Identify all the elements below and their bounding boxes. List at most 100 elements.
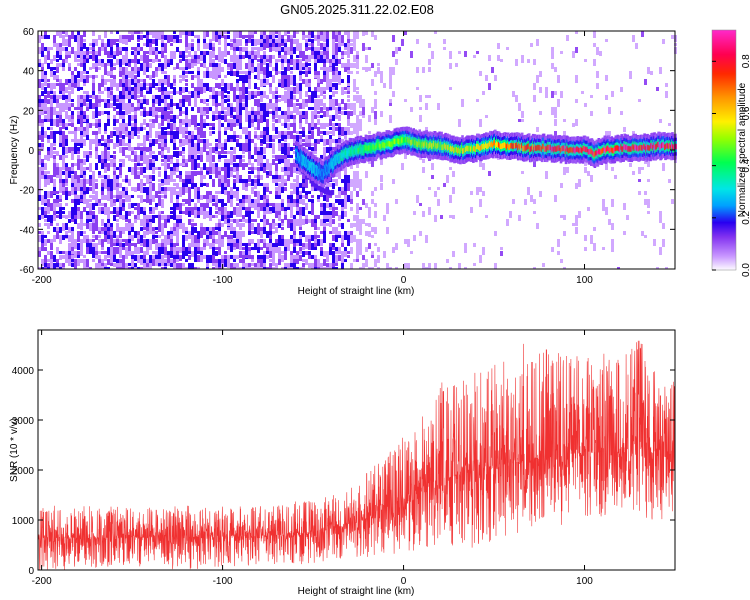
noise-cell bbox=[341, 259, 344, 265]
noise-cell bbox=[158, 139, 161, 142]
noise-cell bbox=[125, 63, 128, 66]
noise-cell bbox=[236, 39, 239, 43]
noise-cell bbox=[335, 35, 338, 42]
noise-cell bbox=[326, 59, 329, 63]
noise-cell bbox=[176, 215, 179, 221]
noise-cell bbox=[272, 67, 275, 71]
noise-cell bbox=[140, 195, 143, 200]
noise-cell bbox=[101, 39, 104, 45]
noise-cell bbox=[182, 95, 185, 102]
noise-cell bbox=[290, 215, 293, 218]
noise-cell bbox=[281, 267, 284, 269]
noise-cell bbox=[188, 267, 191, 269]
noise-cell bbox=[83, 43, 86, 49]
noise-cell bbox=[128, 63, 131, 67]
noise-cell bbox=[65, 167, 68, 171]
noise-cell bbox=[110, 211, 113, 214]
noise-cell bbox=[404, 239, 407, 244]
noise-cell bbox=[242, 255, 245, 261]
noise-cell bbox=[152, 251, 155, 254]
noise-cell bbox=[281, 235, 284, 241]
noise-cell bbox=[215, 147, 218, 151]
noise-cell bbox=[104, 31, 107, 38]
noise-cell bbox=[65, 171, 68, 179]
noise-cell bbox=[203, 163, 206, 170]
noise-cell bbox=[92, 91, 95, 96]
noise-cell bbox=[173, 179, 176, 182]
noise-cell bbox=[95, 143, 98, 150]
noise-cell bbox=[125, 251, 128, 257]
noise-cell bbox=[326, 211, 329, 217]
noise-cell bbox=[317, 111, 320, 114]
noise-cell bbox=[314, 139, 317, 143]
noise-cell bbox=[212, 247, 215, 255]
noise-cell bbox=[272, 55, 275, 59]
noise-cell bbox=[332, 207, 335, 212]
noise-cell bbox=[263, 39, 266, 43]
noise-cell bbox=[167, 187, 170, 191]
noise-cell bbox=[326, 67, 329, 72]
noise-cell bbox=[44, 163, 47, 168]
noise-cell bbox=[296, 91, 299, 94]
noise-cell bbox=[65, 223, 68, 230]
noise-cell bbox=[44, 235, 47, 238]
noise-cell bbox=[200, 155, 203, 162]
noise-cell bbox=[239, 31, 242, 38]
noise-cell bbox=[260, 175, 263, 180]
noise-cell bbox=[299, 251, 302, 254]
noise-cell bbox=[239, 107, 242, 115]
noise-cell bbox=[77, 235, 80, 242]
noise-cell bbox=[212, 63, 215, 67]
noise-cell bbox=[260, 79, 263, 85]
noise-cell bbox=[233, 151, 236, 154]
noise-cell bbox=[164, 195, 167, 198]
noise-cell bbox=[122, 139, 125, 144]
noise-cell bbox=[218, 175, 221, 182]
noise-cell bbox=[257, 71, 260, 75]
noise-cell bbox=[224, 179, 227, 186]
noise-cell bbox=[251, 139, 254, 143]
noise-cell bbox=[125, 191, 128, 196]
noise-cell bbox=[302, 99, 305, 105]
noise-cell bbox=[521, 55, 524, 63]
noise-cell bbox=[347, 71, 350, 74]
noise-cell bbox=[128, 183, 131, 186]
noise-cell bbox=[251, 187, 254, 192]
noise-cell bbox=[86, 223, 89, 229]
noise-cell bbox=[230, 135, 233, 140]
noise-cell bbox=[248, 183, 251, 186]
noise-cell bbox=[101, 195, 104, 200]
noise-cell bbox=[74, 107, 77, 110]
noise-cell bbox=[341, 111, 344, 115]
noise-cell bbox=[293, 235, 296, 242]
noise-cell bbox=[551, 47, 554, 55]
noise-cell bbox=[203, 143, 206, 149]
noise-cell bbox=[56, 83, 59, 86]
noise-cell bbox=[437, 187, 440, 190]
noise-cell bbox=[128, 267, 131, 269]
noise-cell bbox=[200, 131, 203, 138]
noise-cell bbox=[230, 107, 233, 115]
noise-cell bbox=[146, 35, 149, 39]
noise-cell bbox=[341, 35, 344, 43]
noise-cell bbox=[137, 247, 140, 254]
noise-cell bbox=[98, 123, 101, 127]
noise-cell bbox=[164, 147, 167, 150]
noise-cell bbox=[635, 43, 638, 49]
noise-cell bbox=[278, 79, 281, 86]
noise-cell bbox=[305, 243, 308, 249]
noise-cell bbox=[218, 51, 221, 58]
noise-cell bbox=[143, 211, 146, 215]
noise-cell bbox=[326, 31, 329, 39]
noise-cell bbox=[119, 67, 122, 71]
noise-cell bbox=[59, 43, 62, 48]
noise-cell bbox=[179, 223, 182, 229]
noise-cell bbox=[149, 239, 152, 247]
noise-cell bbox=[263, 115, 266, 122]
noise-cell bbox=[218, 119, 221, 123]
noise-cell bbox=[224, 191, 227, 195]
noise-cell bbox=[119, 91, 122, 97]
noise-cell bbox=[56, 175, 59, 178]
noise-cell bbox=[323, 31, 326, 37]
noise-cell bbox=[335, 127, 338, 131]
